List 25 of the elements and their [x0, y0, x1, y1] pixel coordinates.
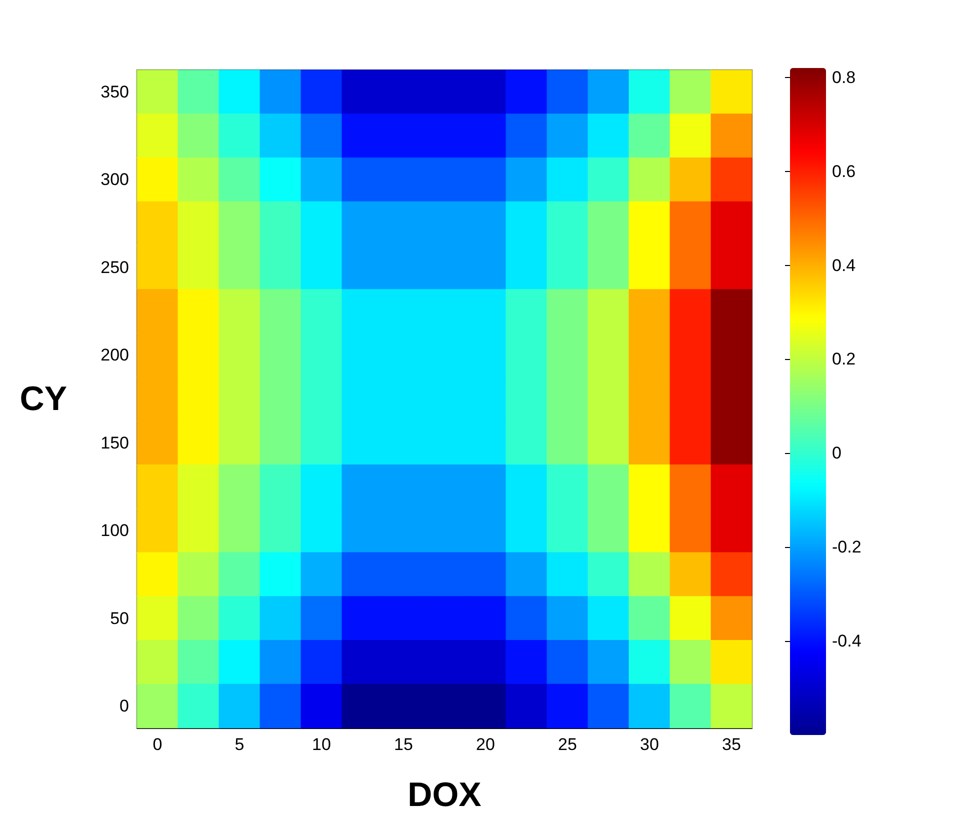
x-tick-label: 0 — [152, 735, 162, 754]
y-tick-label: 250 — [100, 258, 129, 277]
y-tick-label: 0 — [120, 696, 129, 716]
y-tick-label: 350 — [100, 82, 129, 102]
x-tick-label: 20 — [476, 735, 495, 754]
color-bar-label: 0.8 — [832, 68, 856, 87]
x-tick-label: 35 — [722, 735, 741, 754]
x-tick-label: 10 — [312, 735, 331, 754]
x-tick-label: 5 — [234, 735, 244, 754]
y-tick-label: 50 — [110, 608, 129, 628]
y-tick-label: 150 — [100, 433, 129, 452]
x-tick-label: 25 — [558, 735, 577, 754]
color-bar-label: 0 — [832, 444, 842, 463]
x-tick-label: 15 — [394, 735, 413, 754]
y-tick-label: 300 — [100, 170, 129, 190]
x-tick-label: 30 — [640, 735, 659, 754]
color-bar-label: -0.4 — [832, 632, 862, 651]
color-bar-label: 0.6 — [832, 162, 856, 181]
color-bar-label: 0.2 — [832, 350, 856, 369]
color-bar-label: 0.4 — [832, 256, 856, 275]
y-axis-title: CY — [20, 380, 68, 418]
x-axis-title: DOX — [408, 776, 482, 814]
y-tick-label: 100 — [100, 521, 129, 540]
y-tick-label: 200 — [100, 346, 129, 365]
color-bar-label: -0.2 — [832, 538, 862, 557]
